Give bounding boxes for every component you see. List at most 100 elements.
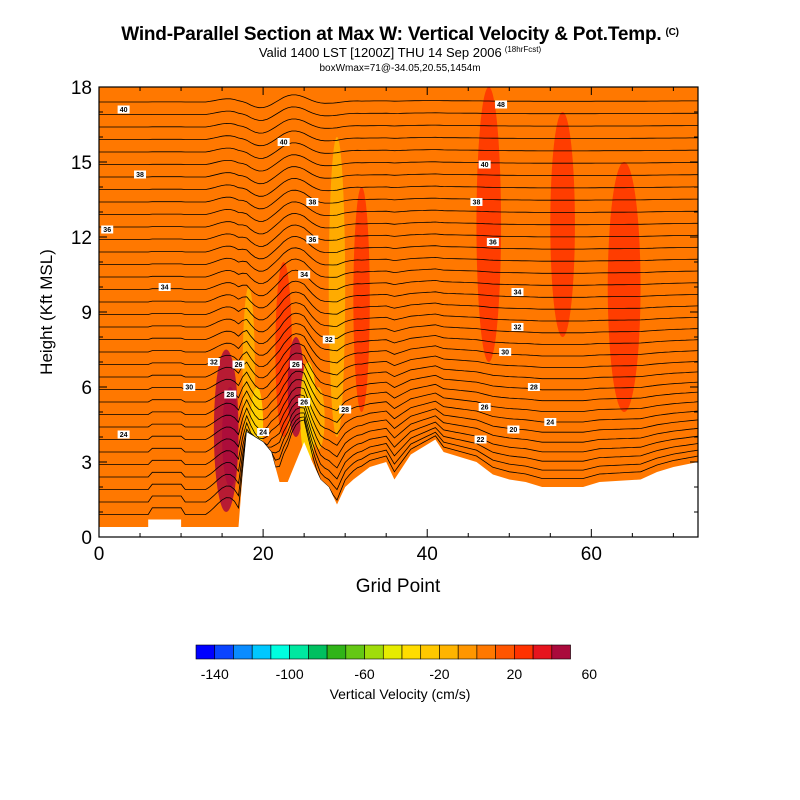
isentrope-label: 32 (325, 337, 333, 344)
colorbar-swatch (233, 644, 253, 660)
chart-subsubtitle: boxWmax=71@-34.05,20.55,1454m (319, 63, 481, 74)
colorbar-swatch (214, 644, 234, 660)
isentrope-label-bg (486, 238, 499, 246)
colorbar-swatch (551, 644, 571, 660)
isentrope-label-bg (306, 198, 319, 206)
isentrope-label-bg (298, 270, 311, 279)
isentrope-line (99, 269, 698, 297)
isentrope-label: 40 (120, 107, 128, 114)
isentrope-line (99, 201, 698, 222)
colorbar-swatch (289, 644, 309, 660)
isentrope-line (99, 177, 698, 197)
colorbar-swatch (439, 644, 459, 660)
colorbar-swatch (364, 644, 384, 660)
isentrope-label: 30 (501, 350, 509, 357)
isentrope-label-bg (224, 390, 237, 399)
isentrope-line (99, 370, 698, 415)
isentrope-label-bg (478, 403, 491, 411)
isentrope-line (99, 291, 698, 321)
isentrope-label: 34 (161, 285, 169, 292)
isentrope-line (99, 407, 698, 478)
isentrope-label-bg (298, 398, 311, 406)
isentrope-label: 24 (120, 432, 128, 439)
colorbar-tick-label: -20 (429, 666, 449, 682)
colorbar-swatch (514, 644, 534, 660)
isentrope-line (99, 94, 698, 109)
isentrope-label: 24 (546, 420, 554, 427)
isentrope-label: 36 (103, 227, 111, 234)
isentrope-label-bg (511, 323, 524, 331)
isentrope-label: 30 (185, 385, 193, 392)
isentrope-label: 36 (308, 237, 316, 244)
isentrope-line (99, 213, 698, 235)
isentrope-label: 28 (341, 407, 349, 414)
colorbar-swatch (495, 644, 515, 660)
colorbar-tick-label: -140 (201, 666, 229, 682)
y-tick-label: 9 (81, 303, 92, 324)
colorbar-swatch (476, 644, 496, 660)
isentrope-label: 38 (308, 200, 316, 207)
velocity-cell (353, 187, 370, 412)
isentrope-line (99, 258, 698, 284)
x-tick-label: 40 (417, 544, 438, 565)
isentrope-label: 20 (509, 427, 517, 434)
velocity-cell (300, 362, 317, 462)
terrain-mask (99, 432, 698, 537)
isentrope-label-bg (232, 360, 245, 369)
colorbar: -140 -100 -60 -20 20 60 (195, 644, 597, 682)
isentrope-line (99, 416, 698, 503)
y-tick-label: 3 (81, 453, 92, 474)
isentrope-label-bg (134, 170, 147, 179)
x-tick-label: 60 (581, 544, 602, 565)
velocity-cell (222, 387, 239, 487)
y-tick-label: 18 (71, 78, 92, 99)
y-tick-label: 12 (71, 228, 92, 249)
chart-subtitle-mark: (18hrFcst) (504, 45, 542, 54)
isentrope-line (99, 166, 698, 185)
isentrope-line (99, 419, 698, 515)
isentrope-label: 26 (235, 362, 243, 369)
isentrope-label-bg (470, 198, 483, 206)
isentrope-label-bg (117, 430, 130, 439)
isentrope-label-bg (495, 100, 508, 109)
isentrope-label: 28 (226, 392, 234, 399)
isentrope-label: 40 (280, 140, 288, 147)
velocity-cell (476, 87, 502, 362)
isentrope-label-bg (474, 435, 487, 444)
isentrope-label: 40 (481, 162, 489, 169)
colorbar-swatch (326, 644, 347, 660)
isentrope-line (99, 323, 698, 356)
plot-area: 40 40 38 38 36 36 34 34 32 32 30 28 28 26 26 26 24 24 22 20… (99, 87, 698, 537)
isentrope-line (99, 280, 698, 309)
isentrope-line (99, 361, 698, 403)
colorbar-swatch (382, 644, 403, 660)
isentrope-label-bg (527, 383, 540, 391)
isentrope-label-bg (183, 383, 196, 391)
isentrope-label-bg (511, 288, 524, 296)
x-tick-label: 0 (94, 544, 105, 565)
isentrope-label: 48 (497, 102, 505, 109)
isentrope-line (99, 312, 698, 344)
isentrope-label: 34 (300, 272, 308, 279)
isentrope-label-bg (507, 425, 520, 434)
colorbar-tick-label: -100 (276, 666, 304, 682)
isentrope-label-bg (322, 335, 335, 344)
isentrope-line (99, 379, 698, 428)
x-tick-label: 20 (253, 544, 274, 565)
isentrope-line (99, 302, 698, 333)
isentrope-line (99, 130, 698, 147)
x-axis-label: Grid Point (356, 576, 441, 597)
isentrope-label: 26 (292, 362, 300, 369)
isentrope-line (99, 142, 698, 159)
colorbar-tick-label: 60 (581, 666, 597, 682)
isentrope-line (99, 352, 698, 390)
colorbar-swatch (251, 644, 272, 660)
isentrope-line (99, 401, 698, 465)
colorbar-tick-label: 20 (507, 666, 523, 682)
isentrope-label: 26 (481, 405, 489, 412)
y-tick-label: 15 (71, 153, 92, 174)
colorbar-swatch (270, 644, 290, 660)
chart-title-mark: (C) (665, 27, 679, 38)
colorbar-label: Vertical Velocity (cm/s) (330, 686, 471, 702)
isentrope-label-bg (277, 138, 290, 146)
